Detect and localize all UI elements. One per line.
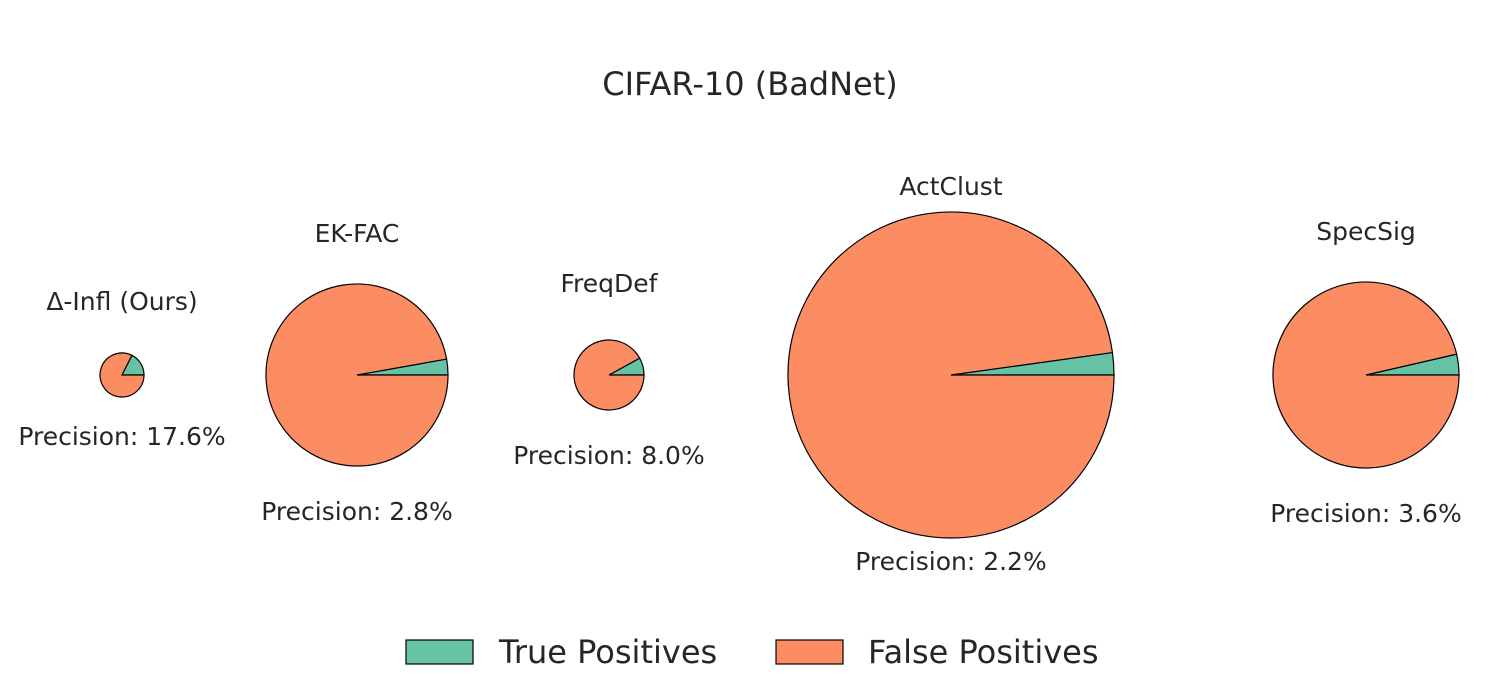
pies-group: Δ-Infl (Ours) Precision: 17.6% EK-FAC Preci… [18, 172, 1461, 576]
pie-1: Δ-Infl (Ours) Precision: 17.6% [18, 287, 225, 451]
slice-false-positives [573, 339, 645, 411]
chart-title: CIFAR-10 (BadNet) [602, 65, 898, 103]
pie-method-name: FreqDef [561, 269, 659, 298]
pie-method-name: SpecSig [1316, 217, 1416, 246]
legend-swatch-false-positives [775, 639, 844, 665]
pie-method-name: EK-FAC [315, 219, 400, 248]
pie-3: FreqDef Precision: 8.0% [513, 269, 704, 470]
pie-precision-label: Precision: 17.6% [18, 422, 225, 451]
pie-method-name: ActClust [899, 172, 1002, 201]
slice-false-positives [787, 211, 1115, 539]
slice-false-positives [99, 352, 145, 398]
pie-precision-label: Precision: 8.0% [513, 441, 704, 470]
pie-precision-label: Precision: 3.6% [1270, 499, 1461, 528]
legend-label-true-positives: True Positives [498, 633, 717, 671]
legend-label-false-positives: False Positives [868, 633, 1099, 671]
legend: True Positives False Positives [405, 633, 1099, 671]
pie-method-name: Δ-Infl (Ours) [46, 287, 197, 316]
pie-precision-label: Precision: 2.8% [261, 497, 452, 526]
pie-2: EK-FAC Precision: 2.8% [261, 219, 452, 526]
pie-precision-label: Precision: 2.2% [855, 547, 1046, 576]
legend-swatch-true-positives [405, 639, 474, 665]
slice-false-positives [265, 283, 449, 467]
slice-false-positives [1272, 281, 1460, 469]
pie-4: ActClust Precision: 2.2% [787, 172, 1115, 576]
pie-5: SpecSig Precision: 3.6% [1270, 217, 1461, 528]
